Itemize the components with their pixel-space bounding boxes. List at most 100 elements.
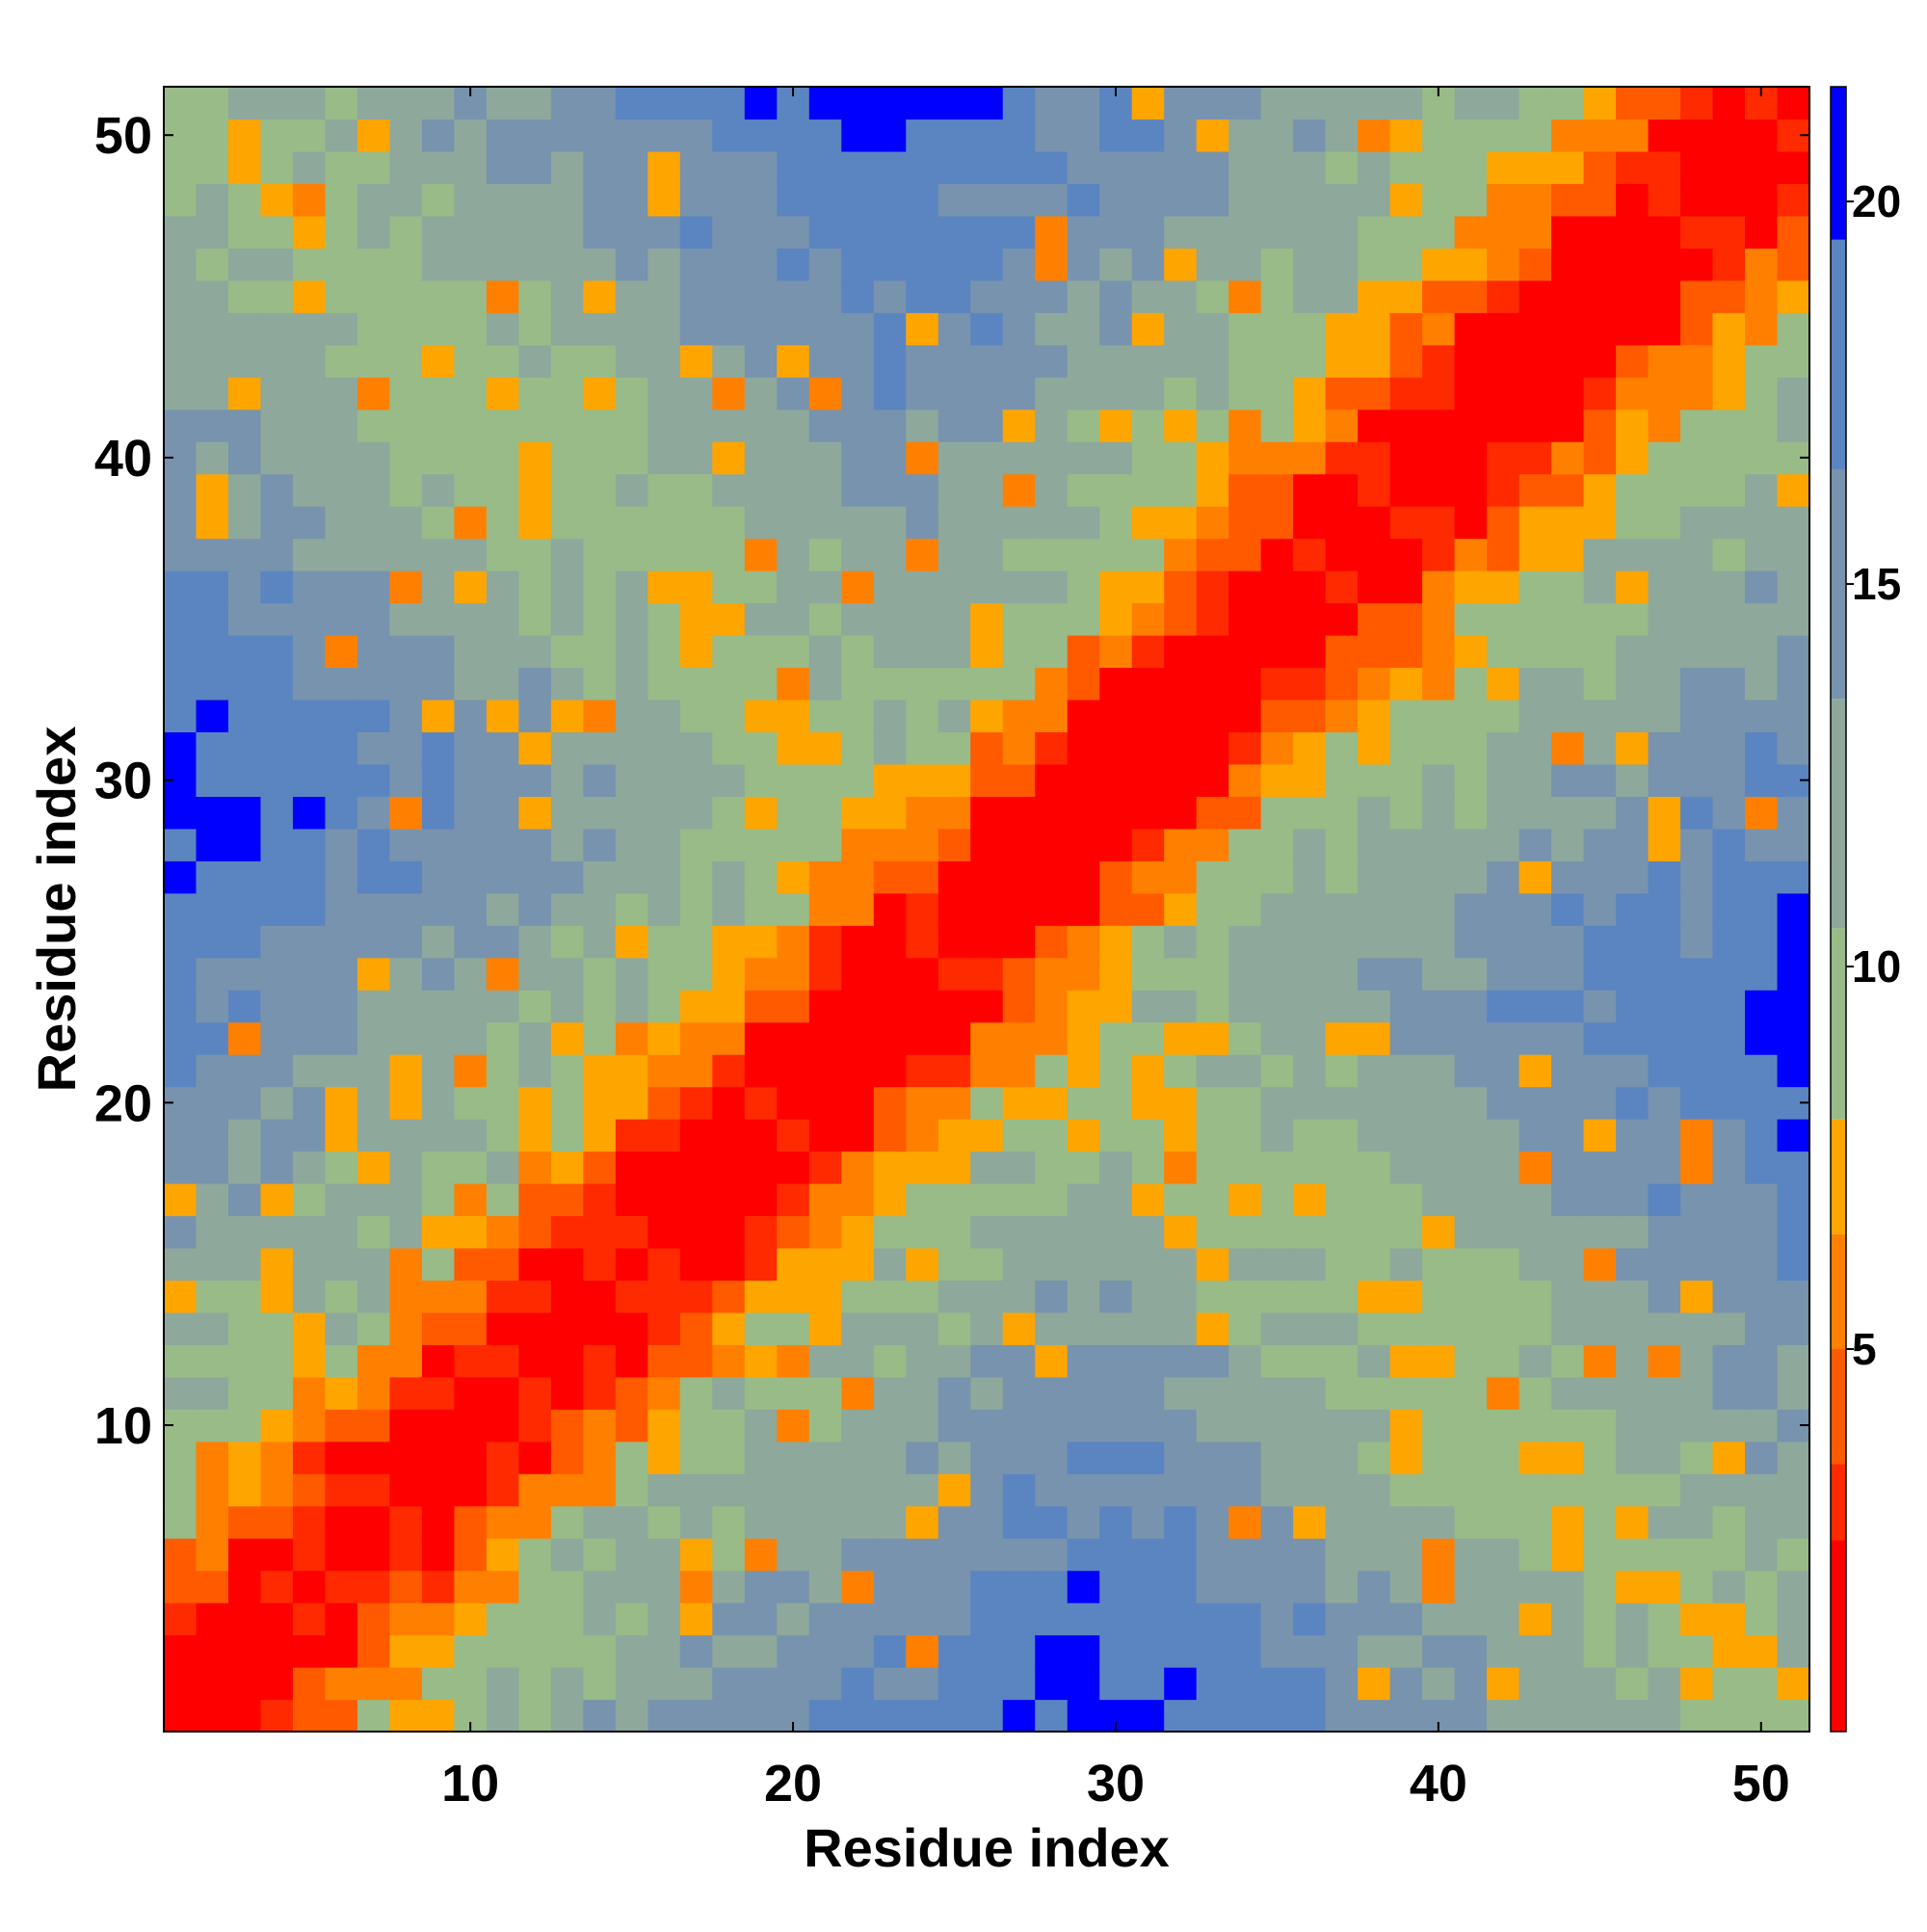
heatmap-cell xyxy=(1487,1215,1520,1249)
heatmap-cell xyxy=(679,215,713,249)
heatmap-cell xyxy=(1002,473,1036,507)
heatmap-cell xyxy=(1228,1634,1262,1668)
heatmap-cell xyxy=(679,1473,713,1507)
heatmap-cell xyxy=(615,699,648,733)
heatmap-cell xyxy=(1293,1441,1327,1474)
heatmap-cell xyxy=(1745,119,1779,152)
heatmap-cell xyxy=(1422,957,1456,991)
heatmap-cell xyxy=(1260,957,1294,991)
heatmap-cell xyxy=(970,570,1004,604)
heatmap-cell xyxy=(1325,667,1359,701)
heatmap-cell xyxy=(1164,925,1198,959)
heatmap-cell xyxy=(227,1376,262,1410)
heatmap-cell xyxy=(292,1021,327,1055)
heatmap-cell xyxy=(1035,699,1069,733)
heatmap-cell xyxy=(1035,796,1069,830)
heatmap-cell xyxy=(1518,635,1552,669)
heatmap-cell xyxy=(1389,1086,1423,1120)
heatmap-cell xyxy=(1002,828,1036,861)
heatmap-cell xyxy=(1680,1021,1714,1055)
heatmap-cell xyxy=(647,1505,681,1539)
heatmap-cell xyxy=(518,409,552,442)
heatmap-cell xyxy=(777,731,810,765)
heatmap-cell xyxy=(873,1021,907,1055)
heatmap-cell xyxy=(615,87,648,120)
heatmap-cell xyxy=(1389,1538,1423,1572)
heatmap-cell xyxy=(1648,150,1681,185)
heatmap-cell xyxy=(389,1441,423,1474)
heatmap-cell xyxy=(1648,635,1681,669)
heatmap-cell xyxy=(1551,1667,1585,1701)
heatmap-cell xyxy=(1487,763,1520,797)
heatmap-cell xyxy=(777,860,810,894)
heatmap-cell xyxy=(486,1376,519,1410)
heatmap-cell xyxy=(712,731,746,765)
heatmap-cell xyxy=(421,150,456,185)
heatmap-cell xyxy=(389,279,423,313)
heatmap-cell xyxy=(1777,1634,1810,1668)
heatmap-cell xyxy=(906,1183,939,1217)
heatmap-cell xyxy=(679,1699,713,1733)
heatmap-cell xyxy=(1389,1151,1423,1184)
heatmap-cell xyxy=(1067,860,1100,894)
heatmap-cell xyxy=(1164,506,1198,540)
heatmap-cell xyxy=(1035,990,1069,1023)
heatmap-cell xyxy=(1358,183,1391,217)
heatmap-cell xyxy=(744,1602,778,1636)
x-tick-label: 30 xyxy=(1087,1755,1145,1813)
heatmap-cell xyxy=(1648,441,1681,475)
heatmap-cell xyxy=(777,1311,810,1345)
heatmap-cell xyxy=(1648,248,1681,281)
heatmap-cell xyxy=(1164,828,1198,861)
heatmap-cell xyxy=(1228,667,1262,701)
heatmap-cell xyxy=(389,1473,423,1507)
heatmap-cell xyxy=(1260,1344,1294,1378)
heatmap-cell xyxy=(1099,828,1133,861)
heatmap-cell xyxy=(615,1311,648,1345)
heatmap-cell xyxy=(1067,763,1100,797)
heatmap-cell xyxy=(1260,1215,1294,1249)
heatmap-cell xyxy=(1131,892,1165,926)
heatmap-cell xyxy=(1358,1441,1391,1474)
heatmap-cell xyxy=(1002,699,1036,733)
heatmap-cell xyxy=(1164,1634,1198,1668)
heatmap-cell xyxy=(196,506,229,540)
heatmap-cell xyxy=(712,1054,746,1088)
heatmap-cell xyxy=(550,602,584,636)
heatmap-cell xyxy=(1680,667,1714,701)
heatmap-cell xyxy=(841,119,875,152)
heatmap-cell xyxy=(873,957,907,991)
heatmap-cell xyxy=(260,602,294,636)
heatmap-cell xyxy=(1099,1570,1133,1603)
heatmap-cell xyxy=(518,1699,552,1733)
heatmap-cell xyxy=(1099,1054,1133,1088)
heatmap-cell xyxy=(777,892,810,926)
heatmap-cell xyxy=(1680,119,1714,152)
heatmap-cell xyxy=(196,119,229,152)
heatmap-cell xyxy=(325,1054,358,1088)
heatmap-cell xyxy=(583,1086,617,1120)
heatmap-cell xyxy=(1518,925,1552,959)
heatmap-cell xyxy=(1648,1667,1681,1701)
heatmap-cell xyxy=(1648,1119,1681,1152)
heatmap-cell xyxy=(1518,344,1552,378)
heatmap-cell xyxy=(808,1280,842,1313)
heatmap-cell xyxy=(1260,1538,1294,1572)
heatmap-cell xyxy=(1358,1086,1391,1120)
heatmap-cell xyxy=(486,1634,519,1668)
heatmap-cell xyxy=(873,796,907,830)
heatmap-cell xyxy=(1712,1602,1746,1636)
heatmap-cell xyxy=(227,1247,262,1282)
heatmap-cell xyxy=(1777,1667,1810,1701)
heatmap-cell xyxy=(1131,409,1165,442)
heatmap-cell xyxy=(1293,828,1327,861)
heatmap-cell xyxy=(1745,1570,1779,1603)
heatmap-cell xyxy=(1454,1376,1488,1410)
heatmap-cell xyxy=(356,731,391,765)
heatmap-cell xyxy=(356,957,391,991)
heatmap-cell xyxy=(196,828,229,861)
heatmap-cell xyxy=(1325,828,1359,861)
heatmap-cell xyxy=(518,248,552,281)
heatmap-cell xyxy=(1518,538,1552,571)
heatmap-cell xyxy=(1228,1021,1262,1055)
